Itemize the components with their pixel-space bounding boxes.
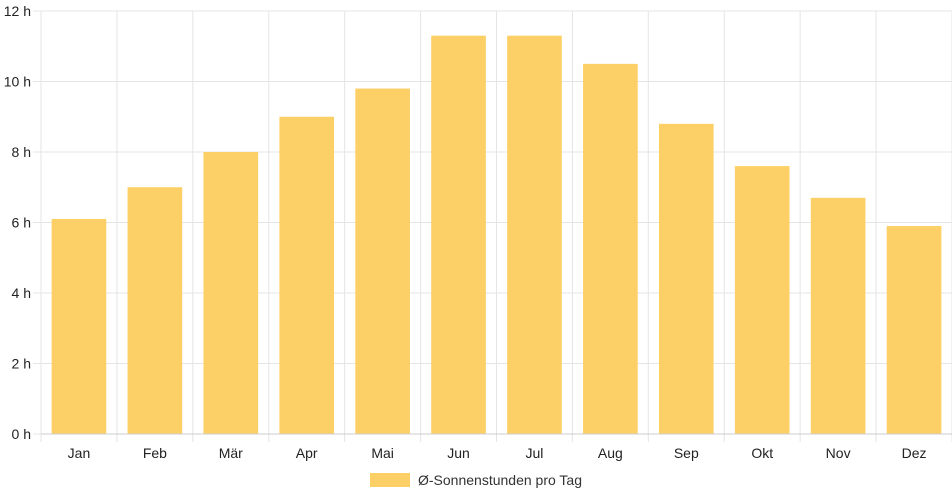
y-tick-label: 0 h — [12, 426, 31, 442]
bar-layer — [51, 35, 942, 435]
x-tick-label: Jan — [68, 445, 91, 461]
bar-Aug[interactable] — [583, 63, 638, 434]
bar-Sep[interactable] — [658, 123, 714, 435]
x-tick-label: Mai — [371, 445, 394, 461]
bar-Jul[interactable] — [507, 35, 562, 435]
x-tick-label: Aug — [598, 445, 623, 461]
bar-Dez[interactable] — [886, 226, 942, 434]
x-tick-label: Mär — [219, 445, 243, 461]
x-tick-label: Apr — [296, 445, 318, 461]
grid-layer — [33, 10, 952, 442]
y-tick-label: 8 h — [12, 144, 31, 160]
legend[interactable]: Ø-Sonnenstunden pro Tag — [0, 472, 952, 488]
bar-Jun[interactable] — [431, 35, 486, 435]
x-tick-label: Dez — [902, 445, 927, 461]
x-tick-label: Jul — [526, 445, 544, 461]
bar-Feb[interactable] — [127, 187, 183, 434]
bar-Mär[interactable] — [203, 152, 259, 434]
y-tick-label: 10 h — [4, 74, 31, 90]
x-tick-label: Jun — [447, 445, 470, 461]
x-tick-label: Nov — [826, 445, 851, 461]
x-tick-label: Feb — [143, 445, 167, 461]
y-tick-label: 12 h — [4, 3, 31, 19]
y-tick-label: 4 h — [12, 285, 31, 301]
x-tick-label: Sep — [674, 445, 699, 461]
y-tick-label: 2 h — [12, 356, 31, 372]
y-tick-label: 6 h — [12, 215, 31, 231]
bar-Nov[interactable] — [810, 197, 866, 434]
legend-label: Ø-Sonnenstunden pro Tag — [418, 472, 582, 488]
bar-chart: 0 h 2 h 4 h 6 h 8 h 10 h 12 h Jan Feb Mär Apr Mai Ju… — [4, 3, 952, 461]
bar-Okt[interactable] — [734, 166, 790, 434]
bar-Apr[interactable] — [279, 116, 335, 434]
bar-Mai[interactable] — [355, 88, 410, 435]
legend-swatch — [370, 473, 410, 487]
axis-layer: 0 h 2 h 4 h 6 h 8 h 10 h 12 h Jan Feb Mär Apr Mai Ju… — [4, 3, 952, 461]
bar-Jan[interactable] — [51, 218, 107, 434]
x-tick-label: Okt — [751, 445, 773, 461]
